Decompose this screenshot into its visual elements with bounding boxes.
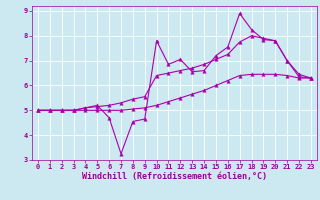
X-axis label: Windchill (Refroidissement éolien,°C): Windchill (Refroidissement éolien,°C) bbox=[82, 172, 267, 181]
